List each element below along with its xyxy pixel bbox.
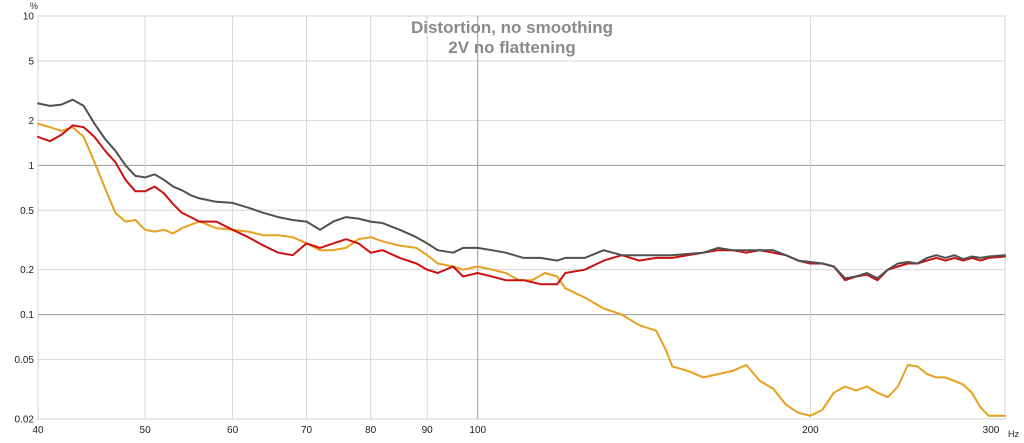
- x-tick-labels: 40 50 60 70 80 90 100 200 300: [32, 425, 999, 436]
- x-tick-label: 60: [227, 425, 239, 436]
- y-gridlines: [38, 15, 1005, 420]
- x-gridlines: [37, 16, 1006, 419]
- x-tick-label: 40: [32, 425, 44, 436]
- series-line-3: [37, 98, 1006, 280]
- plot-area: [37, 15, 1006, 420]
- x-tick-label: 70: [301, 425, 313, 436]
- x-tick-label: 50: [140, 425, 152, 436]
- y-tick-labels: 10 5 2 1 0.5 0.2 0.1 0.05 0.02: [15, 12, 35, 426]
- chart-title: Distortion, no smoothing: [411, 18, 613, 37]
- y-tick-label: 0.2: [20, 265, 34, 276]
- x-tick-label: 80: [365, 425, 377, 436]
- y-tick-label: 0.1: [20, 310, 34, 321]
- chart-subtitle: 2V no flattening: [448, 38, 576, 57]
- x-tick-label: 90: [422, 425, 434, 436]
- x-unit-label: Hz: [1008, 429, 1019, 439]
- x-tick-label: 200: [802, 425, 819, 436]
- y-tick-label: 0.05: [15, 355, 35, 366]
- y-tick-label: 10: [23, 12, 35, 23]
- y-tick-label: 1: [28, 161, 34, 172]
- x-tick-label: 300: [983, 425, 1000, 436]
- y-tick-label: 0.5: [20, 206, 34, 217]
- y-tick-label: 2: [28, 116, 34, 127]
- series-line-2: [37, 124, 1006, 286]
- series-lines: [37, 98, 1006, 417]
- y-unit-label: %: [30, 1, 38, 11]
- x-tick-label: 100: [469, 425, 486, 436]
- y-tick-label: 5: [28, 56, 34, 67]
- y-tick-label: 0.02: [15, 415, 35, 426]
